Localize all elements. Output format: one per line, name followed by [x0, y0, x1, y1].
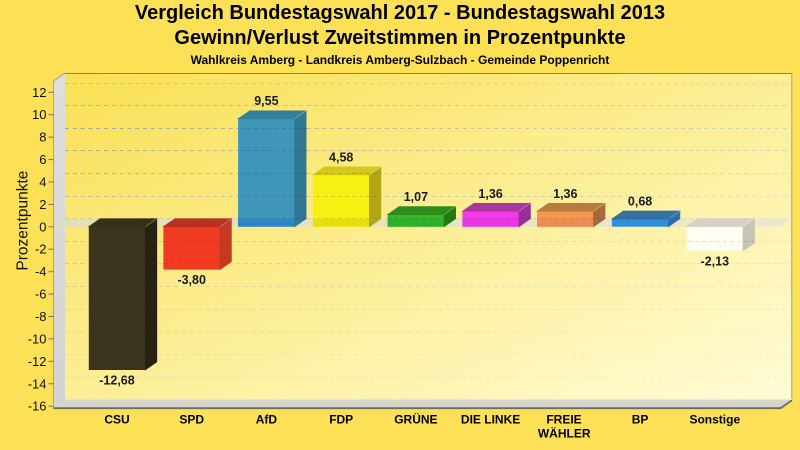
svg-text:GRÜNE: GRÜNE	[394, 412, 437, 427]
svg-text:1,07: 1,07	[404, 190, 428, 204]
svg-text:-10: -10	[28, 331, 47, 346]
svg-text:-2: -2	[35, 242, 47, 257]
svg-text:-16: -16	[28, 399, 47, 414]
svg-text:8: 8	[39, 130, 46, 145]
svg-text:WÄHLER: WÄHLER	[538, 426, 591, 441]
svg-text:-4: -4	[35, 264, 47, 279]
svg-text:9,55: 9,55	[254, 94, 278, 108]
svg-text:CSU: CSU	[104, 413, 129, 427]
svg-text:-6: -6	[35, 287, 47, 302]
svg-text:BP: BP	[632, 413, 649, 427]
svg-text:-14: -14	[28, 376, 47, 391]
svg-text:Sonstige: Sonstige	[689, 413, 740, 427]
svg-text:AfD: AfD	[256, 413, 278, 427]
svg-text:4,58: 4,58	[329, 150, 353, 164]
svg-text:FREIE: FREIE	[546, 413, 581, 427]
svg-text:-2,13: -2,13	[701, 254, 730, 268]
svg-text:-12,68: -12,68	[99, 374, 134, 388]
svg-text:SPD: SPD	[179, 413, 204, 427]
svg-text:10: 10	[32, 107, 46, 122]
svg-text:Prozentpunkte: Prozentpunkte	[15, 171, 32, 271]
svg-text:1,36: 1,36	[478, 187, 502, 201]
svg-text:0,68: 0,68	[628, 195, 652, 209]
svg-text:-12: -12	[28, 354, 47, 369]
svg-text:-3,80: -3,80	[177, 273, 206, 287]
svg-text:FDP: FDP	[329, 413, 353, 427]
svg-text:2: 2	[39, 197, 46, 212]
svg-text:DIE LINKE: DIE LINKE	[461, 413, 520, 427]
svg-text:12: 12	[32, 85, 46, 100]
svg-text:1,36: 1,36	[553, 187, 577, 201]
svg-text:4: 4	[39, 175, 46, 190]
svg-text:0: 0	[39, 219, 46, 234]
svg-text:6: 6	[39, 152, 46, 167]
svg-text:-8: -8	[35, 309, 47, 324]
